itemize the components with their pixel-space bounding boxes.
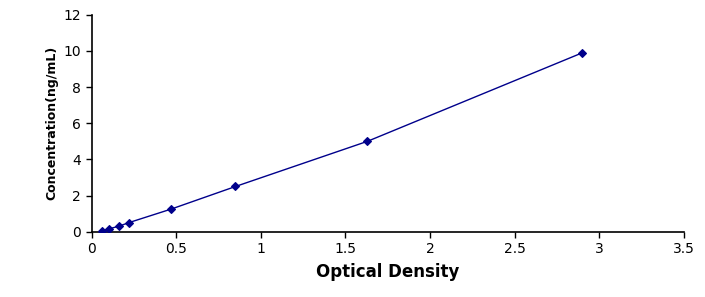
- X-axis label: Optical Density: Optical Density: [316, 263, 460, 281]
- Y-axis label: Concentration(ng/mL): Concentration(ng/mL): [45, 46, 58, 200]
